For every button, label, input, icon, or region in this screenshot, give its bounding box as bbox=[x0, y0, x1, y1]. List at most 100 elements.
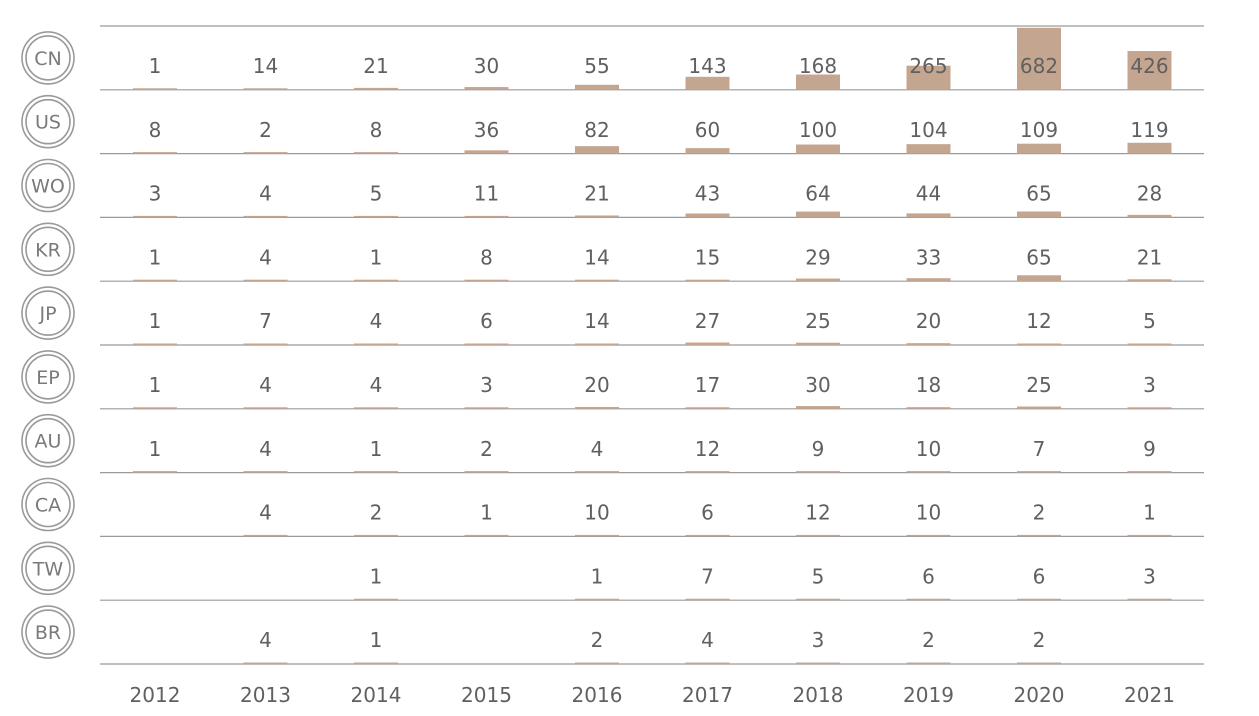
value-label-au-2014: 1 bbox=[370, 437, 383, 461]
year-tick-2017: 2017 bbox=[682, 683, 733, 707]
value-label-kr-2021: 21 bbox=[1137, 245, 1162, 269]
badge-outer-ring bbox=[21, 158, 75, 213]
country-badge-au: AU bbox=[21, 413, 75, 468]
value-label-wo-2012: 3 bbox=[149, 182, 162, 206]
value-label-tw-2014: 1 bbox=[370, 564, 383, 588]
bar-us-2019 bbox=[906, 144, 951, 154]
bar-cn-2013 bbox=[243, 88, 288, 90]
bar-ca-2017 bbox=[685, 534, 730, 537]
bar-cn-2021 bbox=[1127, 51, 1172, 90]
badge-inner-ring bbox=[25, 226, 71, 273]
value-label-kr-2014: 1 bbox=[370, 245, 383, 269]
bar-au-2012 bbox=[133, 471, 177, 473]
value-label-wo-2018: 64 bbox=[805, 182, 830, 206]
bar-cn-2015 bbox=[464, 87, 509, 90]
bar-tw-2016 bbox=[575, 598, 619, 601]
bar-ep-2015 bbox=[464, 407, 509, 409]
bar-wo-2013 bbox=[243, 215, 288, 218]
bar-kr-2021 bbox=[1127, 279, 1172, 282]
bar-ep-2017 bbox=[685, 407, 730, 409]
value-label-jp-2021: 5 bbox=[1143, 309, 1156, 333]
value-label-au-2013: 4 bbox=[259, 437, 272, 461]
bar-cn-2018 bbox=[796, 74, 840, 90]
bar-br-2017 bbox=[685, 662, 730, 664]
value-label-ca-2018: 12 bbox=[805, 501, 830, 525]
bar-cn-2019 bbox=[906, 65, 951, 90]
value-label-wo-2021: 28 bbox=[1137, 182, 1162, 206]
badge-inner-ring bbox=[25, 290, 71, 336]
value-label-ep-2014: 4 bbox=[370, 373, 383, 397]
value-label-br-2017: 4 bbox=[701, 628, 714, 652]
bar-br-2020 bbox=[1017, 662, 1061, 664]
badge-inner-ring bbox=[25, 98, 71, 145]
country-label-wo: WO bbox=[31, 176, 65, 198]
country-badge-ca: CA bbox=[21, 477, 75, 532]
country-label-ca: CA bbox=[35, 495, 61, 517]
bar-ep-2014 bbox=[354, 407, 398, 409]
bar-ca-2014 bbox=[354, 534, 398, 537]
bar-jp-2021 bbox=[1127, 343, 1172, 345]
bar-ca-2020 bbox=[1017, 534, 1061, 537]
value-label-us-2018: 100 bbox=[799, 118, 837, 142]
bar-br-2013 bbox=[243, 662, 288, 664]
country-label-kr: KR bbox=[35, 239, 61, 261]
bar-au-2015 bbox=[464, 471, 509, 473]
bar-tw-2018 bbox=[796, 598, 840, 601]
bar-cn-2014 bbox=[354, 87, 398, 90]
badge-outer-ring bbox=[21, 605, 75, 659]
bar-tw-2017 bbox=[685, 598, 730, 601]
value-label-cn-2021: 426 bbox=[1130, 54, 1168, 78]
value-label-ca-2016: 10 bbox=[584, 501, 609, 525]
country-badge-br: BR bbox=[21, 605, 75, 659]
value-label-cn-2013: 14 bbox=[253, 54, 278, 78]
bar-wo-2012 bbox=[133, 215, 177, 218]
bar-au-2021 bbox=[1127, 471, 1172, 473]
bar-us-2021 bbox=[1127, 142, 1172, 154]
value-label-au-2012: 1 bbox=[149, 437, 162, 461]
value-label-jp-2012: 1 bbox=[149, 309, 162, 333]
value-label-cn-2017: 143 bbox=[688, 54, 726, 78]
badge-inner-ring bbox=[25, 162, 71, 209]
bar-tw-2014 bbox=[354, 598, 398, 601]
value-label-br-2020: 2 bbox=[1033, 628, 1046, 652]
value-label-wo-2013: 4 bbox=[259, 182, 272, 206]
value-label-wo-2020: 65 bbox=[1026, 182, 1051, 206]
value-label-us-2013: 2 bbox=[259, 118, 272, 142]
country-label-tw: TW bbox=[32, 558, 64, 580]
value-label-us-2014: 8 bbox=[370, 118, 383, 142]
bar-ep-2016 bbox=[575, 406, 619, 409]
value-label-cn-2016: 55 bbox=[584, 54, 609, 78]
bar-wo-2020 bbox=[1017, 211, 1061, 218]
country-badge-us: US bbox=[21, 94, 75, 149]
bar-ca-2018 bbox=[796, 534, 840, 537]
value-label-tw-2019: 6 bbox=[922, 564, 935, 588]
value-label-ca-2019: 10 bbox=[916, 501, 941, 525]
bar-wo-2015 bbox=[464, 215, 509, 218]
bar-br-2018 bbox=[796, 662, 840, 664]
value-label-us-2020: 109 bbox=[1020, 118, 1058, 142]
bar-ca-2015 bbox=[464, 534, 509, 537]
bar-us-2014 bbox=[354, 152, 398, 154]
value-label-ep-2012: 1 bbox=[149, 373, 162, 397]
year-tick-2020: 2020 bbox=[1014, 683, 1065, 707]
value-label-ca-2020: 2 bbox=[1033, 501, 1046, 525]
bar-kr-2014 bbox=[354, 279, 398, 282]
bar-jp-2020 bbox=[1017, 343, 1061, 345]
badge-inner-ring bbox=[25, 481, 71, 528]
badge-inner-ring bbox=[25, 609, 71, 655]
value-label-jp-2015: 6 bbox=[480, 309, 493, 333]
badge-inner-ring bbox=[25, 417, 71, 464]
bar-wo-2021 bbox=[1127, 214, 1172, 218]
year-axis: 2012 2013 2014 2015 2016 2017 2018 2019 2020 2021 bbox=[130, 683, 1175, 707]
value-label-ca-2017: 6 bbox=[701, 501, 714, 525]
value-label-wo-2015: 11 bbox=[474, 182, 499, 206]
country-badge-ep: EP bbox=[21, 350, 75, 404]
country-label-us: US bbox=[35, 112, 61, 134]
value-label-br-2019: 2 bbox=[922, 628, 935, 652]
bar-tw-2019 bbox=[906, 598, 951, 601]
value-label-jp-2016: 14 bbox=[584, 309, 609, 333]
value-label-cn-2012: 1 bbox=[149, 54, 162, 78]
bar-wo-2017 bbox=[685, 213, 730, 218]
value-label-tw-2017: 7 bbox=[701, 564, 714, 588]
